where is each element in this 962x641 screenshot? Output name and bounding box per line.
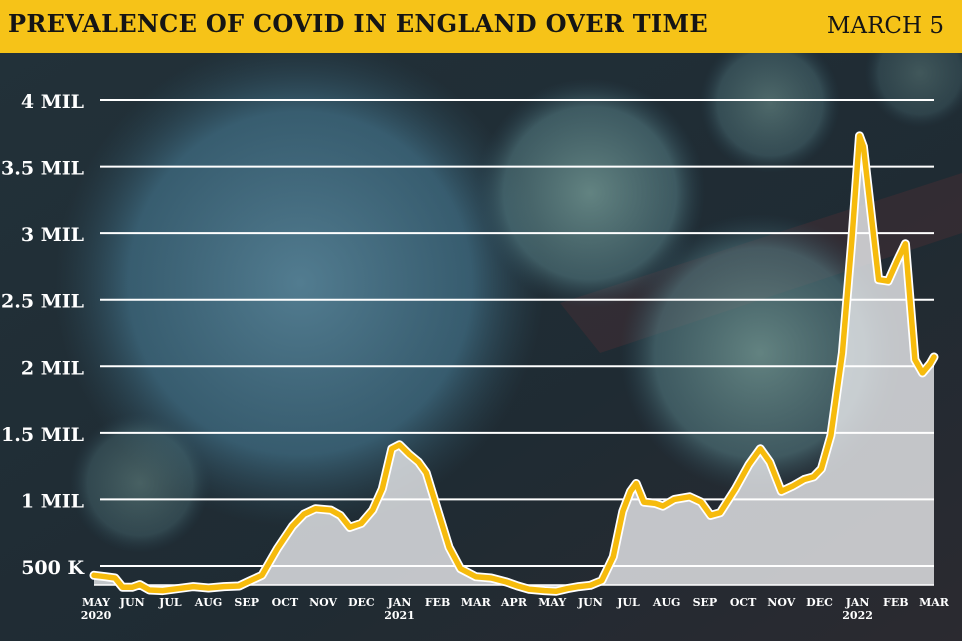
y-tick-label: 4 MIL (21, 91, 84, 113)
x-tick-label: JUN (119, 596, 145, 609)
virus-background (0, 53, 962, 641)
x-tick-label: NOV (767, 596, 795, 609)
x-tick-label: MAR (461, 596, 492, 609)
x-tick-label: DEC (806, 596, 833, 609)
x-tick-label: OCT (272, 596, 299, 609)
prevalence-chart: 500 K 1 MIL 1.5 MIL 2 MIL 2.5 MIL 3 MIL 3.5 MI… (0, 53, 962, 641)
x-tick-label: JUN (577, 596, 603, 609)
x-tick-label: MAY (82, 596, 110, 609)
x-tick-label: FEB (425, 596, 451, 609)
y-tick-label: 1.5 MIL (1, 424, 84, 446)
y-tick-label: 3.5 MIL (1, 158, 84, 180)
x-tick-label: DEC (348, 596, 375, 609)
x-tick-label: AUG (652, 596, 681, 609)
y-axis: 500 K 1 MIL 1.5 MIL 2 MIL 2.5 MIL 3 MIL 3.5 MI… (1, 91, 85, 579)
x-tick-year-label: 2022 (842, 609, 873, 622)
x-tick-label: MAY (538, 596, 566, 609)
x-tick-label: JUL (158, 596, 182, 609)
x-tick-label: JAN (387, 596, 412, 609)
x-tick-label: APR (500, 596, 528, 609)
x-tick-label: AUG (194, 596, 223, 609)
y-tick-label: 1 MIL (21, 490, 84, 512)
area-fill (94, 135, 934, 592)
chart-title: PREVALENCE OF COVID IN ENGLAND OVER TIME (8, 9, 708, 38)
date-label: MARCH 5 (826, 13, 944, 39)
header-bar: PREVALENCE OF COVID IN ENGLAND OVER TIME… (0, 0, 962, 53)
x-tick-label: NOV (309, 596, 337, 609)
y-tick-label: 500 K (21, 557, 85, 579)
x-tick-label: MAR (919, 596, 950, 609)
x-tick-label: FEB (883, 596, 909, 609)
x-tick-label: SEP (234, 596, 259, 609)
y-tick-label: 2.5 MIL (1, 291, 84, 313)
y-tick-label: 3 MIL (21, 224, 84, 246)
y-tick-label: 2 MIL (21, 357, 84, 379)
x-tick-label: JAN (845, 596, 870, 609)
x-tick-year-label: 2021 (384, 609, 415, 622)
x-tick-label: OCT (730, 596, 757, 609)
x-tick-label: JUL (616, 596, 640, 609)
x-tick-year-label: 2020 (81, 609, 112, 622)
x-tick-label: SEP (693, 596, 718, 609)
